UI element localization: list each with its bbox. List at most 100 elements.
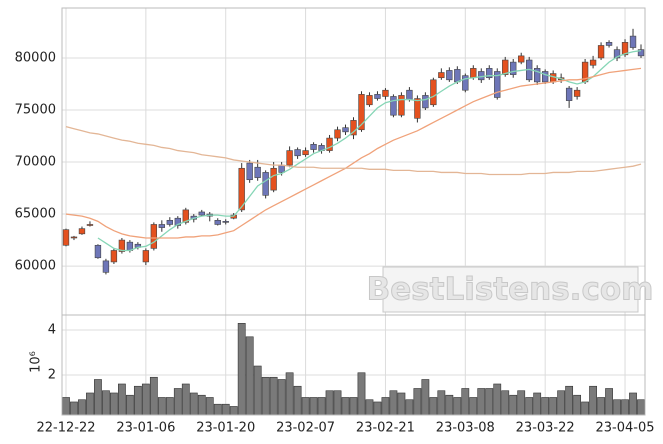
volume-bar [565, 385, 574, 416]
candle-body [629, 35, 637, 48]
volume-bar [429, 397, 438, 416]
x-tick-label: 23-02-21 [356, 421, 415, 436]
candle-body [358, 94, 365, 131]
candle-body [518, 55, 525, 63]
candle-body [334, 129, 341, 139]
candle-body [222, 221, 229, 223]
candle-body [541, 71, 549, 83]
volume-bar [493, 383, 502, 416]
candle-body [86, 224, 94, 226]
plot-layer: 22-12-22 23-01-06 23-01-20 23-02-07 23-02-21… [15, 7, 655, 436]
volume-bar [589, 385, 597, 416]
volume-bar [549, 397, 558, 416]
candle-body [390, 96, 397, 116]
volume-bar [581, 401, 589, 416]
volume-bar [325, 390, 334, 416]
volume-bar [197, 394, 206, 416]
candle-body [78, 228, 86, 235]
y-tick-label: 2 [48, 368, 56, 383]
candle-body [414, 98, 421, 119]
moving-average-line [97, 50, 642, 252]
volume-bar [461, 388, 470, 416]
candle-body [118, 239, 126, 252]
candle-body [398, 95, 405, 116]
plot-frame [61, 314, 646, 416]
candle-body [573, 89, 581, 97]
candle-body [374, 94, 381, 99]
volume-bar [421, 379, 430, 416]
candle-body [70, 236, 78, 239]
candle-body [198, 211, 205, 216]
candle-body [262, 172, 269, 196]
candle-body [294, 149, 301, 157]
x-tick-label: 23-01-06 [116, 421, 175, 436]
volume-bar [181, 383, 190, 416]
volume-bar [517, 390, 526, 416]
volume-bar [261, 376, 270, 416]
candle-body [286, 150, 293, 166]
candle-body [613, 49, 621, 59]
volume-bar [357, 372, 366, 416]
x-tick-label: 23-04-05 [596, 421, 655, 436]
candle-body [182, 209, 189, 223]
candle-body [462, 75, 469, 91]
candle-body [502, 59, 509, 75]
volume-bar [133, 385, 142, 416]
candle-body [589, 59, 597, 66]
volume-bar [173, 388, 182, 416]
volume-bar [125, 394, 134, 416]
candle-body [637, 49, 645, 57]
candle-body [214, 219, 221, 225]
candle-body [430, 79, 437, 106]
x-tick-label: 23-03-08 [436, 421, 495, 436]
y-tick-label: 70000 [15, 155, 56, 170]
marks [62, 28, 645, 416]
grid [62, 8, 645, 415]
volume-bar [317, 397, 326, 416]
candle-body [565, 87, 573, 101]
candle-body [238, 167, 245, 211]
candle-body [270, 167, 277, 191]
candle-body [62, 229, 70, 246]
candle-body [350, 120, 357, 136]
candle-body [406, 89, 413, 100]
volume-bar [365, 399, 374, 416]
volume-bar [389, 390, 398, 416]
candle-body [621, 42, 629, 56]
volume-bar [437, 390, 446, 416]
candle-body [166, 219, 173, 225]
candle-body [142, 250, 150, 263]
y-tick-label: 80000 [15, 50, 56, 65]
volume-bar [149, 376, 158, 416]
candle-body [494, 71, 501, 98]
volume-bar [102, 390, 110, 416]
volume-bar [293, 385, 302, 416]
volume-bar [301, 397, 310, 416]
candle-body [366, 95, 373, 106]
volume-bar [157, 397, 166, 416]
candle-body [310, 144, 317, 150]
candle-body [342, 127, 349, 133]
volume-bar [285, 372, 294, 416]
candle-body [158, 224, 166, 228]
volume-bar [110, 392, 118, 416]
volume-bar [165, 397, 174, 416]
volume-bar [477, 388, 486, 416]
volume-bar [613, 399, 621, 416]
volume-bar [118, 383, 126, 416]
candle-body [438, 72, 445, 79]
candle-body [150, 224, 158, 249]
y-tick-label: 4 [48, 323, 56, 338]
candle-body [326, 137, 333, 151]
candle-body [110, 250, 118, 263]
candle-body [94, 244, 102, 259]
frames [61, 7, 646, 416]
x-tick-label: 23-03-22 [516, 421, 575, 436]
candle-body [102, 260, 110, 273]
volume-bar [557, 390, 566, 416]
volume-bar [70, 401, 78, 416]
candle-body [246, 162, 253, 181]
watermark: BestListens.com [367, 272, 654, 308]
candle-body [254, 166, 261, 178]
volume-scale-label: 10⁶ [29, 351, 44, 373]
